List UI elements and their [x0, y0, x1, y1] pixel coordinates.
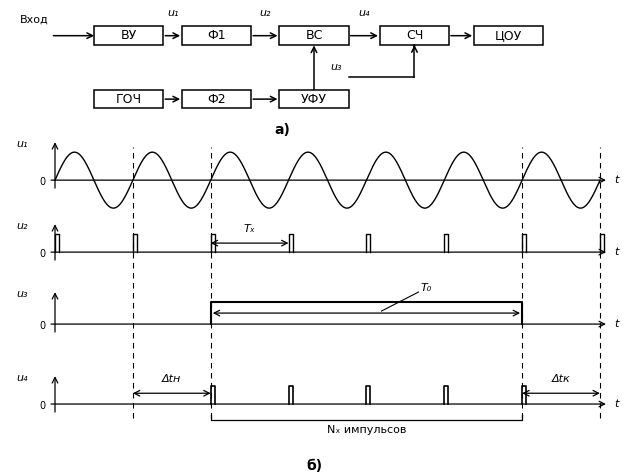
- Text: t: t: [614, 319, 618, 329]
- Text: Ф2: Ф2: [207, 93, 226, 106]
- Bar: [94, 26, 163, 45]
- Text: 0: 0: [39, 321, 45, 331]
- Text: u₁: u₁: [16, 139, 28, 149]
- Bar: [380, 26, 449, 45]
- Text: 0: 0: [39, 401, 45, 411]
- Bar: [182, 26, 251, 45]
- Text: а): а): [274, 123, 291, 136]
- Text: u₄: u₄: [359, 8, 370, 18]
- Text: СЧ: СЧ: [406, 29, 423, 42]
- Text: u₃: u₃: [330, 62, 342, 72]
- Text: ВС: ВС: [305, 29, 323, 42]
- Text: ВУ: ВУ: [121, 29, 137, 42]
- Text: 0: 0: [39, 249, 45, 259]
- Text: ГОЧ: ГОЧ: [116, 93, 142, 106]
- Text: УФУ: УФУ: [301, 93, 327, 106]
- Bar: [279, 26, 349, 45]
- Text: u₃: u₃: [16, 289, 28, 299]
- Text: Ф1: Ф1: [207, 29, 226, 42]
- Bar: [474, 26, 543, 45]
- Bar: [94, 90, 163, 109]
- Text: Δtк: Δtк: [551, 374, 570, 384]
- Text: t: t: [614, 399, 618, 409]
- Text: Nₓ импульсов: Nₓ импульсов: [327, 425, 406, 435]
- Bar: [182, 90, 251, 109]
- Text: Вход: Вход: [20, 15, 49, 25]
- Text: 0: 0: [39, 177, 45, 187]
- Bar: [279, 90, 349, 109]
- Text: u₂: u₂: [259, 8, 271, 18]
- Text: t: t: [614, 247, 618, 257]
- Text: u₁: u₁: [167, 8, 178, 18]
- Text: t: t: [614, 175, 618, 185]
- Text: Δtн: Δtн: [162, 374, 181, 384]
- Text: ЦОУ: ЦОУ: [495, 29, 522, 42]
- Text: Tₓ: Tₓ: [244, 224, 256, 234]
- Text: u₄: u₄: [16, 373, 28, 383]
- Text: T₀: T₀: [421, 283, 432, 293]
- Text: u₂: u₂: [16, 221, 28, 231]
- Text: б): б): [306, 459, 322, 472]
